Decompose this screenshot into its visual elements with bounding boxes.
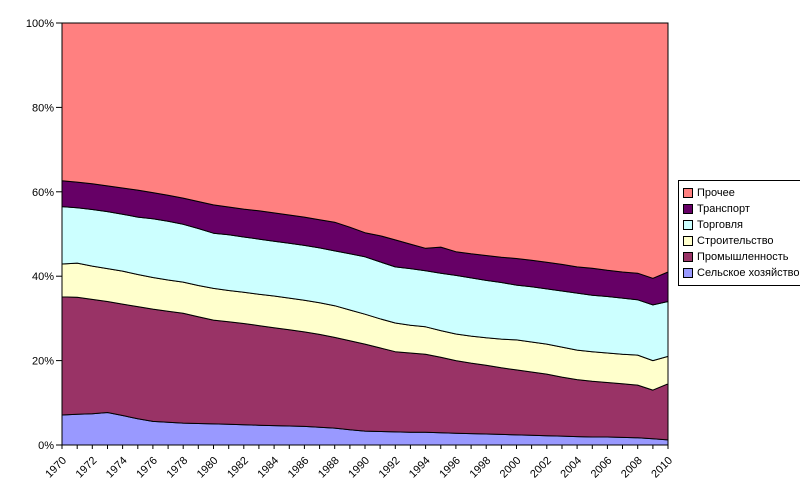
legend-item-trade: Торговля: [683, 217, 799, 233]
legend-label: Транспорт: [697, 203, 750, 215]
legend-item-agriculture: Сельское хозяйство: [683, 265, 799, 281]
y-tick-label: 60%: [32, 187, 54, 199]
legend-swatch-icon: [683, 252, 693, 262]
y-tick-label: 100%: [26, 18, 54, 30]
y-tick-label: 0%: [38, 440, 54, 452]
legend-swatch-icon: [683, 188, 693, 198]
y-tick-label: 40%: [32, 271, 54, 283]
legend-item-construction: Строительство: [683, 233, 799, 249]
legend-label: Торговля: [697, 219, 743, 231]
legend-item-industry: Промышленность: [683, 249, 799, 265]
legend-label: Прочее: [697, 187, 735, 199]
legend: Прочее Транспорт Торговля Строительство …: [678, 180, 800, 286]
y-tick-label: 20%: [32, 356, 54, 368]
legend-swatch-icon: [683, 204, 693, 214]
legend-swatch-icon: [683, 268, 693, 278]
y-tick-label: 80%: [32, 102, 54, 114]
legend-label: Строительство: [697, 235, 774, 247]
legend-item-transport: Транспорт: [683, 201, 799, 217]
legend-item-other: Прочее: [683, 185, 799, 201]
legend-swatch-icon: [683, 236, 693, 246]
legend-swatch-icon: [683, 220, 693, 230]
legend-label: Промышленность: [697, 251, 789, 263]
legend-label: Сельское хозяйство: [697, 267, 800, 279]
